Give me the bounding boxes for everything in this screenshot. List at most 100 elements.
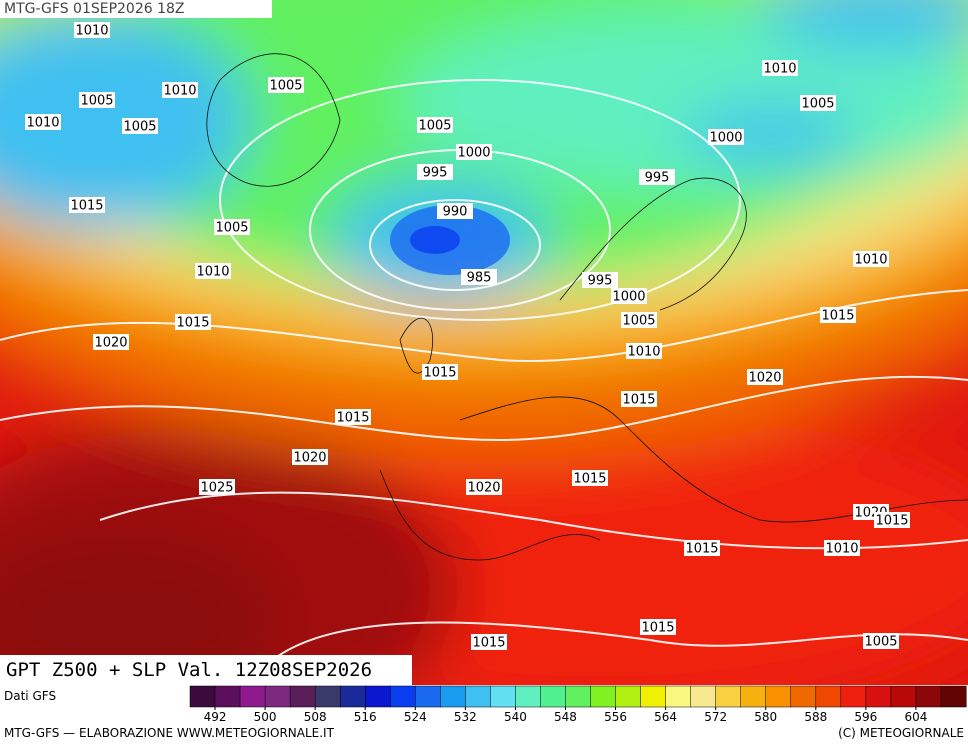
isobar-label-bg [175,314,211,330]
isobar-label: 1005 [864,635,897,650]
colorbar-tick-label: 596 [854,710,877,724]
isobar-label-bg [79,92,115,108]
isobar-label: 985 [467,271,492,286]
colorbar-swatch [765,685,792,708]
isobar-label: 1020 [748,371,781,386]
isobar-label-bg [417,164,453,180]
isobar-label: 1000 [709,131,742,146]
colorbar-swatch [289,685,316,708]
isobar-label-bg [621,391,657,407]
isobar-label: 990 [443,205,468,220]
isobar-label-bg [437,203,473,219]
isobar-label: 1015 [622,393,655,408]
isobar-label-bg [268,77,304,93]
colorbar-swatch [364,685,391,708]
colorbar-swatch [565,685,592,708]
colorbar-swatch [440,685,466,708]
colorbar-swatch [590,685,617,708]
isobar-label-bg [800,95,836,111]
isobar-label-bg [195,263,231,279]
colorbar-swatch [264,685,291,708]
isobar-label-bg [582,272,618,288]
isobar-label-bg [292,449,328,465]
isobar-label-bg [417,117,453,133]
isobar-label-bg [572,470,608,486]
colorbar-swatch [715,685,742,708]
colorbar-tick-label: 572 [704,710,727,724]
isobar-label: 1015 [573,472,606,487]
isobar-label-bg [461,269,497,285]
isobar-label-bg [747,369,783,385]
isobar-label: 1000 [457,146,490,161]
isobar-label: 1005 [418,119,451,134]
colorbar-tick-label: 580 [754,710,777,724]
isobar-label: 1005 [801,97,834,112]
isobar-label-bg [471,634,507,650]
footer-right: (C) METEOGIORNALE [838,726,964,740]
isobar-label: 1015 [423,366,456,381]
colorbar-tick-label: 524 [404,710,427,724]
isobar-label: 1010 [75,24,108,39]
colorbar-swatch [665,685,692,708]
isobar-label: 1010 [196,265,229,280]
isobar-label: 1010 [854,253,887,268]
isobar-label: 1015 [336,411,369,426]
colorbar-swatch [840,685,867,708]
isobar-label: 1015 [821,309,854,324]
colorbar-tick-label: 532 [454,710,477,724]
isobar-label-bg [162,82,198,98]
colorbar-swatch [465,685,491,708]
isobar-label: 1005 [123,120,156,135]
isobar-label: 1015 [641,621,674,636]
colorbar-tick-label: 564 [654,710,677,724]
isobar-label: 1005 [622,314,655,329]
colorbar-swatch [940,685,967,708]
colorbar-tick-label: 588 [804,710,827,724]
footer-left: MTG-GFS — ELABORAZIONE WWW.METEOGIORNALE… [4,726,335,740]
isobar-label-bg [93,334,129,350]
isobar-label-bg [639,169,675,185]
colorbar-tick-label: 516 [354,710,377,724]
isobar-label-bg [640,619,676,635]
isobar-label-bg [25,114,61,130]
colorbar-tick-label: 556 [604,710,627,724]
colorbar-swatch [314,685,341,708]
isobars [0,79,968,685]
isobar-label-bg [863,633,899,649]
colorbar-swatch [890,685,917,708]
isobar-label: 1020 [94,336,127,351]
colorbar-swatch [690,685,717,708]
isobar-label: 1015 [875,514,908,529]
colorbar-swatch [640,685,667,708]
isobar-label-bg [335,409,371,425]
isobar-label: 1005 [80,94,113,109]
run-label: MTG-GFS 01SEP2026 18Z [4,1,185,17]
colorbar-swatch [214,685,241,708]
isobar-label-bg [466,479,502,495]
colorbar-swatch [815,685,842,708]
isobar-label: 995 [588,274,613,289]
isobar-label-bg [626,343,662,359]
colorbar-swatch [239,685,266,708]
isobar-label: 1015 [472,636,505,651]
isobar-label-bg [611,288,647,304]
isobar-label-bg [456,144,492,160]
data-source: Dati GFS [4,689,56,703]
isobar-label-bg [621,312,657,328]
colorbar-swatch [415,685,441,708]
isobar-label: 1020 [293,451,326,466]
colorbar-swatch [339,685,366,708]
colorbar-swatch [740,685,767,708]
header-box [0,0,272,18]
isobar-label: 1025 [200,481,233,496]
isobar-label-bg [853,251,889,267]
isobar-label: 1000 [612,290,645,305]
isobar-label-bg [69,197,105,213]
isobar-label-bg [708,129,744,145]
isobar-label: 1010 [163,84,196,99]
isobar-label-bg [122,118,158,134]
isobar-label: 1010 [627,345,660,360]
